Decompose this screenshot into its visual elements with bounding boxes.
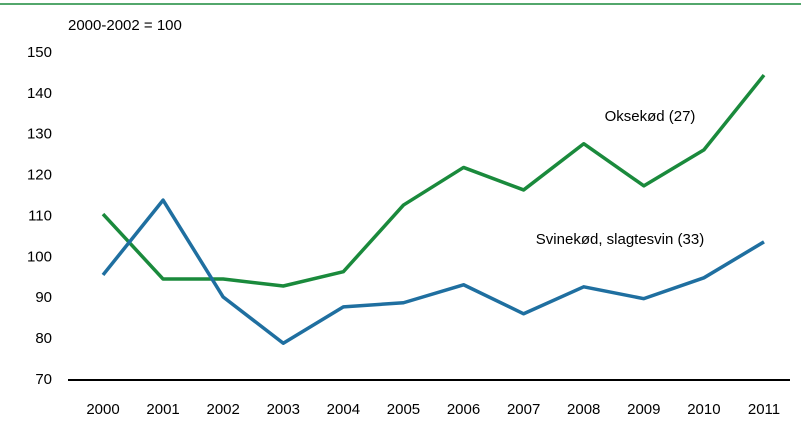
series-label: Svinekød, slagtesvin (33) <box>536 231 704 248</box>
y-tick-label: 80 <box>35 330 52 347</box>
series-line <box>101 198 765 345</box>
x-tick-label: 2006 <box>447 401 480 418</box>
x-tick-label: 2004 <box>327 401 360 418</box>
series-line <box>101 73 766 288</box>
x-tick-label: 2009 <box>627 401 660 418</box>
x-tick-label: 2002 <box>206 401 239 418</box>
x-tick-label: 2010 <box>687 401 720 418</box>
y-tick-label: 140 <box>27 85 52 102</box>
x-tick-label: 2007 <box>507 401 540 418</box>
y-tick-label: 150 <box>27 44 52 61</box>
y-tick-label: 120 <box>27 167 52 184</box>
y-tick-label: 130 <box>27 126 52 143</box>
y-tick-label: 100 <box>27 248 52 265</box>
x-tick-label: 2005 <box>387 401 420 418</box>
y-tick-label: 70 <box>35 371 52 388</box>
y-tick-label: 110 <box>28 207 52 224</box>
y-tick-label: 90 <box>35 289 52 306</box>
series-label: Oksekød (27) <box>605 108 696 125</box>
x-tick-label: 2008 <box>567 401 600 418</box>
x-tick-label: 2000 <box>86 401 119 418</box>
x-tick-label: 2003 <box>267 401 300 418</box>
x-tick-label: 2011 <box>748 401 780 418</box>
x-tick-label: 2001 <box>146 401 179 418</box>
y-axis-label: 2000-2002 = 100 <box>68 17 182 34</box>
